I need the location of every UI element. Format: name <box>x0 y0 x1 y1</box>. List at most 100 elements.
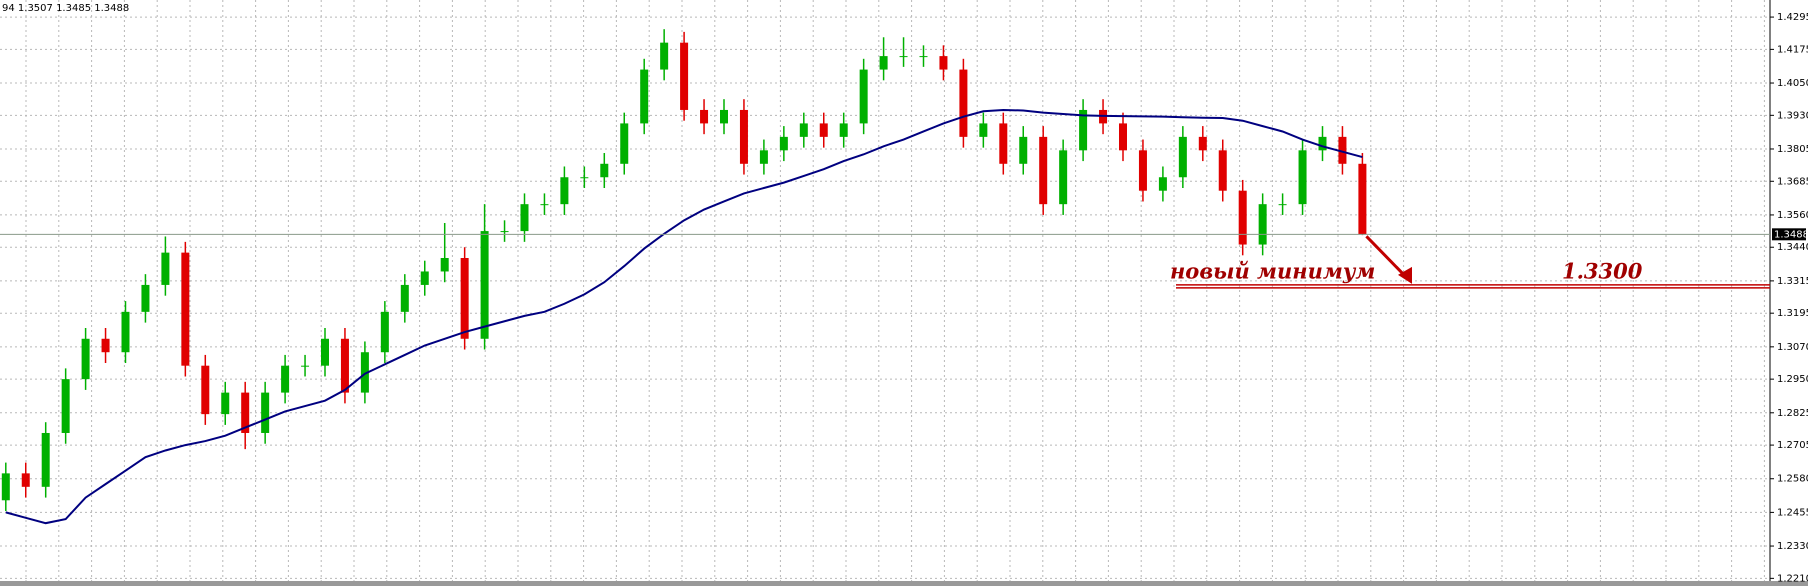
candle-body <box>560 177 569 205</box>
y-tick-label: 1.3315 <box>1777 276 1808 287</box>
moving-average <box>5 108 1363 525</box>
candle-body <box>360 352 369 393</box>
candle-body <box>1079 109 1088 151</box>
candle-body <box>580 177 589 179</box>
candle-body <box>1178 136 1187 178</box>
candle-body <box>261 392 270 433</box>
candle-body <box>221 392 230 415</box>
marks <box>1 29 1367 525</box>
candle-body <box>879 56 888 70</box>
candle-body <box>21 473 30 487</box>
grid <box>0 0 1770 581</box>
candle-body <box>839 123 848 137</box>
target-label: 1.3300 <box>1562 258 1643 283</box>
y-tick-label: 1.3195 <box>1777 308 1808 319</box>
candle-body <box>61 379 70 433</box>
candle-body <box>1019 136 1028 164</box>
candle-body <box>640 69 649 124</box>
candle-body <box>1338 136 1347 164</box>
candle-body <box>799 123 808 137</box>
header-text: 94 1.3507 1.3485 1.3488 <box>2 3 129 14</box>
y-tick-label: 1.3440 <box>1777 242 1808 253</box>
candle-body <box>1298 150 1307 205</box>
candle-body <box>301 365 310 367</box>
candle-body <box>181 252 190 366</box>
last-price-box <box>1772 228 1806 241</box>
candle-body <box>400 284 409 312</box>
bottom-bar <box>0 581 1808 586</box>
y-tick-label: 1.3560 <box>1777 210 1808 221</box>
candle-body <box>1039 136 1048 205</box>
candle-body <box>660 42 669 70</box>
candle-body <box>321 338 329 366</box>
candle-body <box>500 231 509 233</box>
candle-body <box>141 284 150 312</box>
candle-body <box>739 109 748 164</box>
candle-body <box>1258 204 1267 245</box>
annotation: новый минимум <box>1170 258 1375 283</box>
candle-body <box>241 392 250 433</box>
candle-body <box>201 365 210 415</box>
candle-body <box>899 56 908 58</box>
y-tick-label: 1.4295 <box>1777 12 1808 23</box>
candle-body <box>939 56 948 70</box>
candle-body <box>460 258 469 339</box>
candle-body <box>859 69 868 124</box>
candle-body <box>41 432 50 487</box>
y-tick-label: 1.2705 <box>1777 440 1808 451</box>
y-tick-label: 1.3930 <box>1777 110 1808 121</box>
candle-body <box>1278 204 1287 206</box>
candle-body <box>440 258 449 272</box>
candle-body <box>161 252 170 285</box>
y-tick-label: 1.4175 <box>1777 44 1808 55</box>
candle-body <box>1138 150 1147 191</box>
candle-body <box>420 271 429 285</box>
candle-body <box>819 123 828 137</box>
candle-body <box>1238 190 1247 245</box>
candle-body <box>81 338 90 380</box>
y-tick-label: 1.2210 <box>1777 573 1808 584</box>
y-tick-label: 1.2950 <box>1777 374 1808 385</box>
candle-body <box>480 231 489 339</box>
candle-body <box>1059 150 1068 205</box>
arrow-shaft <box>1365 235 1408 278</box>
candle-body <box>1318 136 1327 151</box>
candle-body <box>1 473 10 501</box>
candle-body <box>520 204 529 232</box>
candle-body <box>959 69 968 137</box>
candle-body <box>540 204 549 206</box>
candle-body <box>620 123 629 164</box>
candle-body <box>999 123 1008 164</box>
arrow-head <box>1398 266 1412 284</box>
candle-body <box>340 338 349 393</box>
y-tick-label: 1.4050 <box>1777 78 1808 89</box>
candle-body <box>700 109 709 124</box>
candle-body <box>1218 150 1227 191</box>
candle-body <box>1158 177 1167 191</box>
y-tick-label: 1.3805 <box>1777 144 1808 155</box>
y-tick-label: 1.2330 <box>1777 541 1808 552</box>
y-tick-label: 1.2825 <box>1777 408 1808 419</box>
candle-body <box>101 338 110 353</box>
candle-body <box>720 109 728 124</box>
y-tick-label: 1.3685 <box>1777 176 1808 187</box>
candle-body <box>1198 136 1207 151</box>
candle-body <box>600 163 609 178</box>
candle-body <box>1119 123 1127 151</box>
candle-body <box>919 56 928 58</box>
y-tick-label: 1.3070 <box>1777 342 1808 353</box>
candle-body <box>281 365 290 393</box>
candle-body <box>779 136 788 151</box>
candle-body <box>121 311 130 353</box>
candle-body <box>1358 163 1367 235</box>
candle-body <box>680 42 689 110</box>
candle-body <box>380 311 389 353</box>
candle-body <box>759 150 768 164</box>
y-tick-label: 1.2580 <box>1777 474 1808 485</box>
candle-body <box>979 123 988 137</box>
last-price-label: 1.3488 <box>1774 229 1808 240</box>
y-tick-label: 1.2455 <box>1777 507 1808 518</box>
